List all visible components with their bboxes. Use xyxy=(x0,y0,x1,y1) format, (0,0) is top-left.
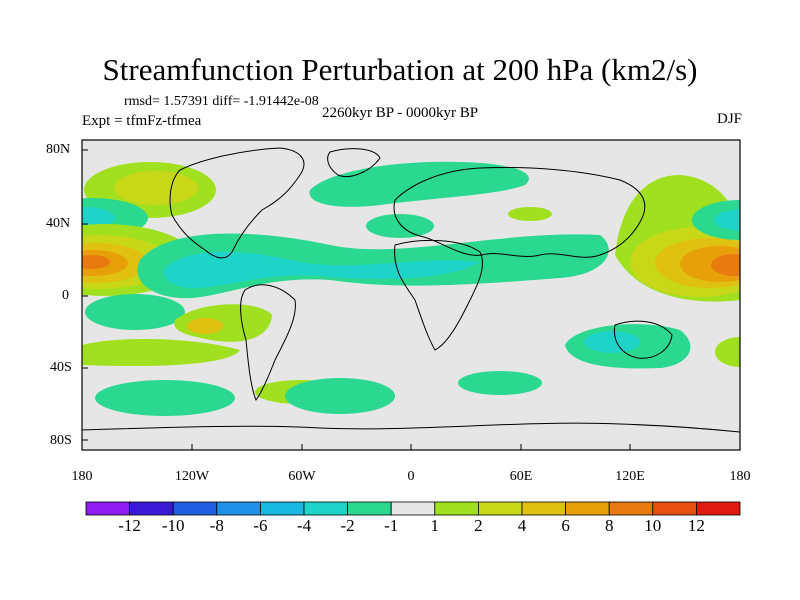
colorbar-bin-8 xyxy=(434,501,479,516)
y-tick-80s: 80S xyxy=(50,433,72,448)
x-tick-60w: 60W xyxy=(288,469,316,484)
colorbar-label: 6 xyxy=(561,516,570,535)
colorbar-bin-9 xyxy=(477,501,523,516)
colorbar-bin-12 xyxy=(608,501,654,516)
colorbar-bin-13 xyxy=(652,501,697,516)
contour-sind-neg xyxy=(458,371,542,395)
colorbar-label: -4 xyxy=(296,516,312,535)
colorbar-bin-1 xyxy=(129,501,174,516)
coast-north-america xyxy=(169,147,305,259)
x-tick-120e: 120E xyxy=(615,469,645,484)
colorbar-label: 8 xyxy=(604,516,614,535)
contour-eqpac-w-5 xyxy=(82,255,110,269)
colorbar xyxy=(85,501,741,516)
contour-spac-pos2 xyxy=(187,318,223,334)
coast-south-america xyxy=(240,284,296,402)
colorbar-label: -6 xyxy=(253,516,268,535)
contour-fills xyxy=(82,161,740,416)
colorbar-bin-5 xyxy=(303,501,348,516)
contour-aus-neg2 xyxy=(584,331,640,353)
y-tick-0: 0 xyxy=(62,288,69,303)
colorbar-label: -10 xyxy=(161,516,185,535)
axis-ticks xyxy=(81,149,741,450)
colorbar-label: 4 xyxy=(517,516,527,535)
colorbar-label: -8 xyxy=(209,516,224,535)
contour-me-pos xyxy=(508,207,552,221)
contour-nepac-neg2 xyxy=(714,209,740,231)
contour-swpac-pos xyxy=(715,337,740,367)
period-label: 2260kyr BP - 0000kyr BP xyxy=(322,105,479,121)
x-tick-180w: 180 xyxy=(71,469,93,484)
colorbar-bin-14 xyxy=(696,501,741,516)
colorbar-bin-6 xyxy=(347,501,392,516)
colorbar-bin-2 xyxy=(172,501,218,516)
colorbar-label: -12 xyxy=(118,516,141,535)
contour-eurasia-neg xyxy=(309,161,529,207)
colorbar-bin-0 xyxy=(85,501,130,516)
contour-np-neg2 xyxy=(82,207,115,229)
contour-sp-neg xyxy=(95,380,235,416)
colorbar-bin-4 xyxy=(259,501,305,516)
plot-title: Streamfunction Perturbation at 200 hPa (… xyxy=(102,52,698,87)
x-tick-0: 0 xyxy=(407,469,415,484)
colorbar-bin-3 xyxy=(216,501,261,516)
x-tick-60e: 60E xyxy=(509,469,533,484)
coastlines xyxy=(82,147,740,433)
y-tick-80n: 80N xyxy=(46,142,71,157)
coast-eurasia xyxy=(393,167,646,258)
colorbar-label: 1 xyxy=(430,516,440,535)
contour-wpac-5 xyxy=(711,254,740,276)
contour-npac-w-4 xyxy=(114,171,198,205)
coast-africa xyxy=(394,239,483,351)
y-tick-40s: 40S xyxy=(50,360,72,375)
colorbar-bin-7 xyxy=(390,501,436,516)
colorbar-label: 12 xyxy=(687,516,705,535)
season-label: DJF xyxy=(716,111,742,127)
colorbar-label: -2 xyxy=(340,516,355,535)
contour-spac-neg xyxy=(85,294,185,330)
contour-med-neg xyxy=(366,214,434,238)
coast-antarctica xyxy=(82,422,740,433)
coast-greenland xyxy=(327,148,381,177)
contour-sp-band xyxy=(82,338,240,367)
colorbar-bin-11 xyxy=(565,501,610,516)
rmsd-stats: rmsd= 1.57391 diff= -1.91442e-08 xyxy=(124,94,319,109)
coast-australia xyxy=(613,320,673,359)
x-tick-120w: 120W xyxy=(174,469,210,484)
experiment-label: Expt = tfmFz-tfmea xyxy=(82,113,202,129)
colorbar-label: 10 xyxy=(644,516,662,535)
x-tick-180e: 180 xyxy=(729,469,751,484)
colorbar-label: -1 xyxy=(384,516,399,535)
contour-trop-band-2 xyxy=(163,251,480,289)
colorbar-label: 2 xyxy=(474,516,483,535)
contour-satl-neg xyxy=(285,378,395,414)
colorbar-bin-10 xyxy=(521,501,566,516)
y-tick-40n: 40N xyxy=(46,216,71,231)
